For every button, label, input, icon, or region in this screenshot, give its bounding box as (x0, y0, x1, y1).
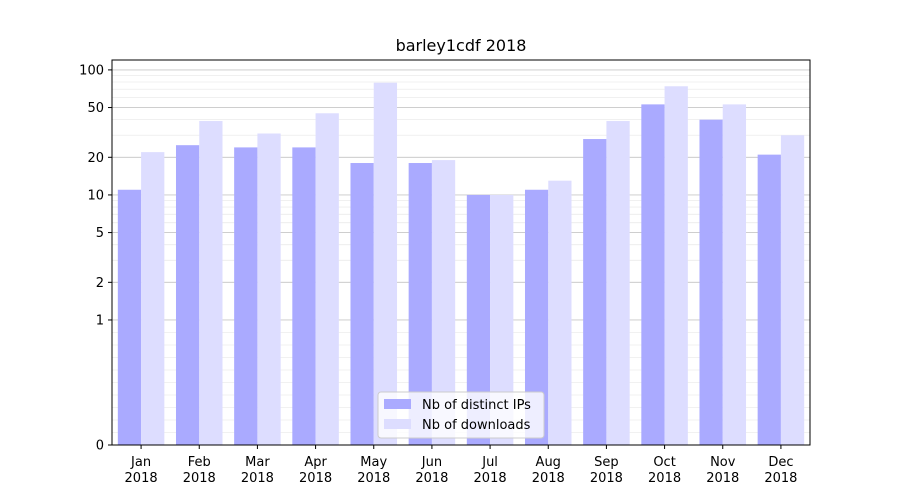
y-axis: 0 1 2 5 10 20 50 100 (79, 63, 112, 454)
bar-downloads (780, 135, 805, 445)
bar-downloads (257, 133, 281, 445)
bar-distinct-ips (757, 154, 781, 446)
x-tick-label-month: Jun (421, 455, 442, 470)
plot-area-frame (111, 59, 811, 446)
x-tick-label-month: Aug (536, 455, 561, 470)
y-tick-label: 5 (96, 226, 104, 241)
x-tick-label-month: Feb (188, 455, 211, 470)
chart-title: barley1cdf 2018 (396, 36, 527, 55)
y-tick-label: 50 (87, 101, 104, 116)
bar-downloads (606, 121, 630, 446)
x-tick-label-month: Nov (710, 455, 736, 470)
bar-distinct-ips (408, 163, 432, 445)
y-tick-label: 100 (79, 63, 104, 78)
bar-downloads (490, 194, 514, 445)
x-tick-label-year: 2018 (125, 471, 158, 486)
bar-downloads (199, 121, 223, 446)
bar-distinct-ips (234, 147, 258, 446)
y-tick-label: 2 (96, 276, 104, 291)
bar-distinct-ips (466, 194, 491, 445)
x-tick-label-year: 2018 (648, 471, 681, 486)
legend-box (377, 391, 545, 439)
bar-distinct-ips (175, 145, 200, 445)
bar-downloads (548, 180, 572, 445)
x-tick-label-year: 2018 (590, 471, 623, 486)
bars (117, 82, 805, 446)
legend-label: Nb of distinct IPs (422, 398, 531, 413)
legend: Nb of distinct IPs Nb of downloads (377, 391, 545, 439)
y-tick-label: 1 (96, 313, 104, 328)
bar-distinct-ips (292, 147, 316, 446)
x-tick-label-year: 2018 (241, 471, 274, 486)
y-tick-label: 0 (96, 439, 104, 454)
bar-downloads (141, 152, 165, 445)
x-tick-label-month: May (360, 455, 387, 470)
bar-distinct-ips (641, 104, 665, 445)
bar-downloads (315, 113, 339, 445)
x-tick-label-year: 2018 (532, 471, 565, 486)
y-tick-label: 10 (87, 188, 104, 203)
x-tick-label-month: Dec (768, 455, 793, 470)
x-tick-label-month: Oct (653, 455, 675, 470)
x-tick-label-year: 2018 (357, 471, 390, 486)
x-tick-label-year: 2018 (415, 471, 448, 486)
legend-label: Nb of downloads (422, 418, 531, 433)
bar-distinct-ips (699, 119, 723, 446)
bar-distinct-ips (117, 189, 142, 445)
legend-swatch (384, 399, 411, 409)
bar-downloads (722, 104, 747, 445)
x-tick-label-year: 2018 (299, 471, 332, 486)
x-tick-label-month: Mar (245, 455, 270, 470)
legend-swatch (384, 419, 411, 429)
x-tick-label-month: Jul (481, 455, 498, 470)
x-tick-label-month: Apr (304, 455, 327, 470)
y-tick-label: 20 (87, 151, 104, 166)
bar-downloads (664, 86, 688, 445)
bar-downloads (431, 160, 456, 445)
bar-distinct-ips (350, 163, 374, 445)
x-tick-label-month: Sep (594, 455, 619, 470)
x-axis: Jan2018Feb2018Mar2018Apr2018May2018Jun20… (125, 445, 797, 486)
x-tick-label-month: Jan (130, 455, 151, 470)
bar-downloads (373, 82, 398, 445)
bar-distinct-ips (583, 139, 607, 445)
bar-distinct-ips (524, 189, 549, 445)
x-tick-label-year: 2018 (764, 471, 797, 486)
x-tick-label-year: 2018 (474, 471, 507, 486)
x-tick-label-year: 2018 (706, 471, 739, 486)
x-tick-label-year: 2018 (183, 471, 216, 486)
